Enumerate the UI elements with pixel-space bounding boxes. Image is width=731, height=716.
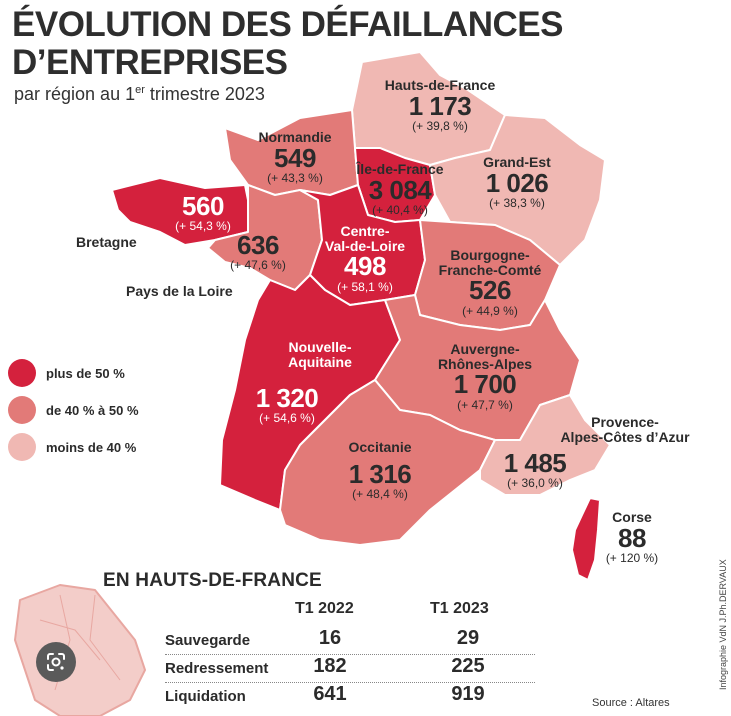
region-occitanie[interactable] <box>279 379 496 546</box>
label-paca-name: Provence- Alpes-Côtes d’Azur <box>560 414 690 445</box>
label-centre-val-de-loire: Centre- Val-de-Loire 498 (+ 58,1 %) <box>310 224 420 293</box>
column-header-2023: T1 2023 <box>430 600 489 617</box>
value-centre-val-de-loire: 498 <box>344 251 386 282</box>
label-corse: Corse 88 (+ 120 %) <box>592 510 672 565</box>
label-hauts-de-france: Hauts-de-France 1 173 (+ 39,8 %) <box>370 78 510 133</box>
legend-swatch-mid <box>8 396 36 424</box>
title-line-2: D’ENTREPRISES <box>12 43 288 82</box>
value-redressement-2023: 225 <box>451 655 485 677</box>
label-bourgogne-franche-comte: Bourgogne- Franche-Comté 526 (+ 44,9 %) <box>425 248 555 317</box>
value-grand-est: 1 026 <box>485 167 549 198</box>
label-paca-value: 1 485 (+ 36,0 %) <box>490 448 580 490</box>
value-occitanie: 1 316 <box>348 458 412 489</box>
label-normandie: Normandie 549 (+ 43,3 %) <box>240 130 350 185</box>
value-bretagne: 560 <box>182 191 224 221</box>
row-label-redressement: Redressement <box>165 660 269 677</box>
legend-high: plus de 50 % <box>8 358 125 388</box>
value-liquidation-2022: 641 <box>313 683 347 705</box>
value-hauts-de-france: 1 173 <box>408 90 472 121</box>
value-redressement-2022: 182 <box>313 655 347 677</box>
value-ile-de-france: 3 084 <box>368 174 432 205</box>
region-corse[interactable] <box>571 497 601 581</box>
title-line-1: ÉVOLUTION DES DÉFAILLANCES <box>12 5 563 44</box>
source-note: Source : Altares <box>592 697 670 709</box>
value-paca: 1 485 <box>503 448 567 478</box>
row-label-liquidation: Liquidation <box>165 688 246 705</box>
credit-note: Infographie VdN J.Ph.DERVAUX <box>718 559 728 690</box>
hauts-de-france-table-title: EN HAUTS-DE-FRANCE <box>103 570 322 591</box>
legend-low: moins de 40 % <box>8 432 136 462</box>
label-ile-de-france: Île-de-France 3 084 (+ 40,4 %) <box>340 162 460 217</box>
google-lens-button[interactable] <box>36 642 76 682</box>
value-pays-de-la-loire: 636 <box>237 230 279 260</box>
value-sauvegarde-2022: 16 <box>318 627 342 649</box>
legend-swatch-low <box>8 433 36 461</box>
name-bretagne: Bretagne <box>76 234 137 250</box>
label-bretagne: 560 (+ 54,3 %) <box>158 191 248 233</box>
value-block-nouvelle-aquitaine: 1 320 (+ 54,6 %) <box>232 383 342 425</box>
legend-swatch-high <box>8 359 36 387</box>
value-sauvegarde-2023: 29 <box>456 627 480 649</box>
label-grand-est: Grand-Est 1 026 (+ 38,3 %) <box>462 155 572 210</box>
region-paca[interactable] <box>479 394 611 496</box>
label-occitanie: Occitanie 1 316 (+ 48,4 %) <box>320 440 440 501</box>
value-normandie: 549 <box>274 142 316 173</box>
row-divider <box>165 682 535 683</box>
region-grand-est[interactable] <box>429 114 606 266</box>
legend-mid: de 40 % à 50 % <box>8 395 139 425</box>
value-liquidation-2023: 919 <box>451 683 485 705</box>
value-auvergne-rhone-alpes: 1 700 <box>453 369 517 400</box>
label-auvergne-rhone-alpes: Auvergne- Rhônes-Alpes 1 700 (+ 47,7 %) <box>420 342 550 411</box>
value-nouvelle-aquitaine: 1 320 <box>255 383 319 413</box>
name-pays-de-la-loire: Pays de la Loire <box>126 283 233 299</box>
hauts-de-france-inset-map <box>14 584 146 716</box>
row-label-sauvegarde: Sauvegarde <box>165 632 251 649</box>
value-bourgogne-franche-comte: 526 <box>469 275 511 306</box>
subtitle: par région au 1er trimestre 2023 <box>14 84 265 104</box>
infographic-title: ÉVOLUTION DES DÉFAILLANCES D’ENTREPRISES <box>12 6 563 82</box>
column-header-2022: T1 2022 <box>295 600 354 617</box>
label-pays-de-la-loire: 636 (+ 47,6 %) <box>218 230 298 272</box>
value-corse: 88 <box>618 522 646 553</box>
google-lens-icon <box>47 653 65 671</box>
label-nouvelle-aquitaine: Nouvelle- Aquitaine <box>288 339 352 370</box>
row-divider <box>165 654 535 655</box>
